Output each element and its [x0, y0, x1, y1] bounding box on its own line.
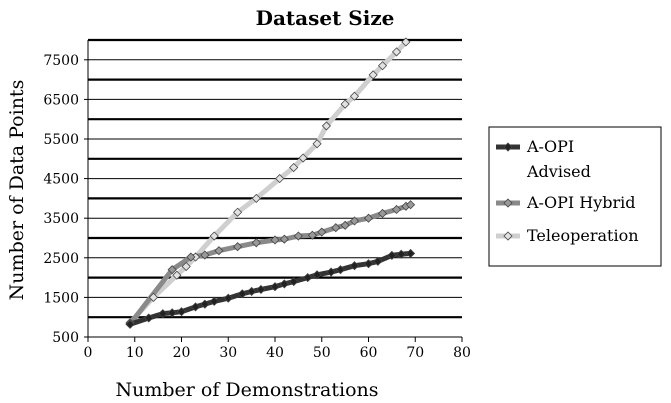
- data-point-marker: [176, 307, 187, 317]
- x-tick-label: 10: [126, 345, 144, 361]
- data-point-marker: [256, 284, 266, 295]
- data-point-marker: [307, 230, 317, 240]
- data-point-marker: [214, 246, 224, 256]
- data-point-marker: [247, 286, 257, 297]
- x-tick-label: 60: [360, 345, 378, 361]
- data-point-marker: [209, 296, 219, 306]
- data-point-marker: [223, 293, 233, 303]
- data-point-marker: [251, 193, 261, 203]
- data-point-marker: [200, 250, 210, 260]
- x-axis-label: Number of Demonstrations: [115, 379, 378, 401]
- data-point-marker: [172, 270, 182, 280]
- x-tick-label: 20: [173, 345, 191, 361]
- data-point-marker: [270, 235, 280, 245]
- y-tick-label: 500: [52, 330, 79, 346]
- data-point-marker: [377, 208, 388, 219]
- y-tick-label: 2500: [43, 251, 79, 267]
- legend: A-OPI Advised A-OPI Hybrid Teleoperation: [488, 126, 662, 267]
- data-point-marker: [321, 121, 331, 131]
- data-point-marker: [298, 153, 308, 163]
- tick-labels: 0 10 20 30 40 50 60 70 80 500 1500 2500 3500 4500 5500…: [43, 53, 471, 361]
- data-point-marker: [368, 70, 378, 80]
- y-tick-label: 5500: [43, 132, 79, 148]
- data-point-marker: [289, 276, 299, 287]
- data-point-marker: [335, 265, 346, 275]
- data-point-marker: [312, 139, 322, 149]
- series-lines: [125, 37, 416, 329]
- y-tick-label: 3500: [43, 211, 79, 227]
- data-point-marker: [331, 223, 341, 233]
- data-point-marker: [209, 231, 219, 241]
- data-point-marker: [363, 259, 374, 269]
- data-point-marker: [144, 313, 154, 323]
- data-point-marker: [391, 204, 402, 215]
- data-point-marker: [406, 248, 416, 259]
- legend-label: A-OPI Hybrid: [526, 193, 636, 212]
- y-tick-label: 1500: [43, 290, 79, 306]
- data-point-marker: [340, 220, 350, 230]
- data-point-marker: [233, 207, 243, 217]
- legend-box: [488, 126, 662, 267]
- grid-lines: [88, 38, 462, 319]
- data-point-marker: [186, 252, 196, 262]
- data-point-marker: [167, 308, 177, 318]
- y-tick-label: 7500: [43, 53, 79, 69]
- axes: [84, 40, 463, 342]
- data-point-marker: [317, 227, 327, 237]
- data-point-marker: [200, 299, 210, 309]
- data-point-marker: [181, 261, 191, 272]
- data-point-marker: [279, 279, 289, 289]
- x-tick-label: 40: [266, 345, 284, 361]
- data-point-marker: [158, 309, 168, 319]
- data-point-marker: [373, 256, 383, 266]
- data-point-marker: [270, 282, 280, 292]
- legend-swatch-marker: [503, 231, 513, 241]
- data-point-marker: [125, 319, 135, 329]
- legend-label: Teleoperation: [527, 226, 639, 245]
- data-point-marker: [312, 270, 322, 280]
- data-point-marker: [190, 302, 201, 312]
- data-point-marker: [349, 261, 360, 271]
- series-line: [127, 39, 409, 326]
- y-tick-label: 6500: [43, 92, 79, 108]
- data-point-marker: [148, 292, 159, 302]
- data-point-marker: [233, 242, 243, 252]
- data-point-marker: [275, 174, 285, 184]
- data-point-marker: [349, 91, 360, 101]
- legend-label: A-OPI Advised: [526, 137, 591, 181]
- data-point-marker: [293, 231, 303, 241]
- x-tick-label: 80: [453, 345, 471, 361]
- data-point-marker: [387, 250, 397, 260]
- data-point-marker: [303, 273, 313, 283]
- chart-title: Dataset Size: [256, 6, 395, 30]
- x-tick-label: 0: [84, 345, 93, 361]
- data-point-marker: [251, 238, 261, 248]
- legend-swatch-marker: [503, 198, 513, 208]
- data-point-marker: [377, 61, 388, 71]
- data-point-marker: [396, 249, 406, 259]
- data-point-marker: [401, 37, 411, 47]
- data-point-marker: [326, 267, 336, 277]
- y-tick-label: 4500: [43, 172, 79, 188]
- y-axis-label: Number of Data Points: [6, 80, 28, 301]
- x-tick-label: 70: [406, 345, 424, 361]
- data-point-marker: [391, 47, 402, 57]
- data-point-marker: [349, 216, 360, 226]
- data-point-marker: [363, 213, 374, 223]
- x-tick-label: 50: [313, 345, 331, 361]
- data-point-marker: [167, 265, 177, 275]
- data-point-marker: [340, 99, 350, 109]
- data-point-marker: [289, 162, 299, 173]
- x-tick-label: 30: [219, 345, 237, 361]
- data-point-marker: [237, 289, 247, 299]
- data-point-marker: [279, 234, 289, 244]
- legend-swatch-marker: [503, 142, 513, 152]
- data-point-marker: [406, 200, 416, 210]
